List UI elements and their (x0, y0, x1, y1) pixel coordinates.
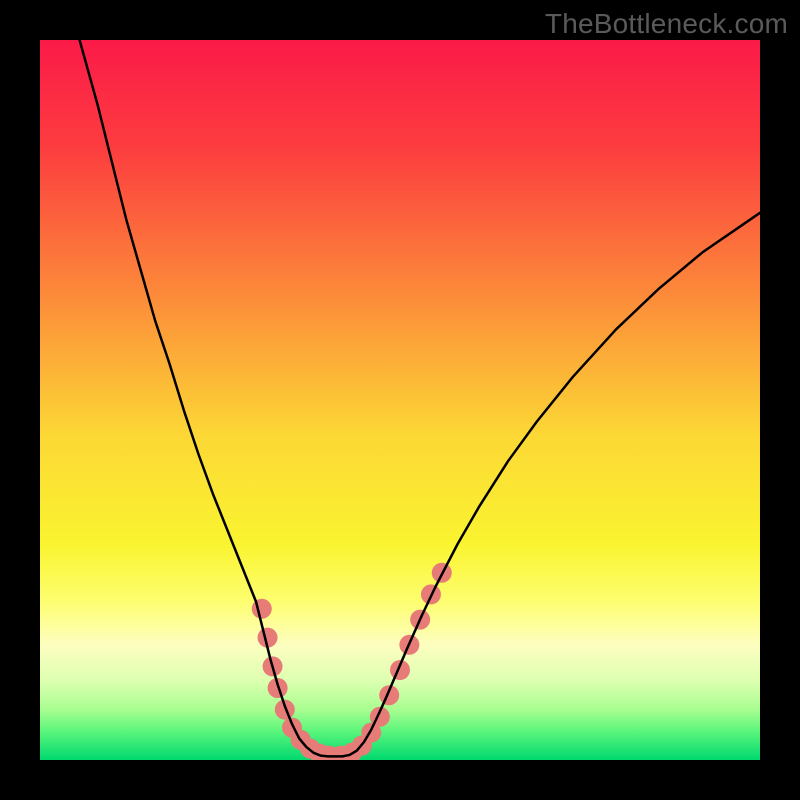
chart-frame: TheBottleneck.com (0, 0, 800, 800)
plot-area (40, 40, 760, 760)
gradient-background (40, 40, 760, 760)
watermark-label: TheBottleneck.com (545, 8, 788, 40)
bottleneck-chart (40, 40, 760, 760)
